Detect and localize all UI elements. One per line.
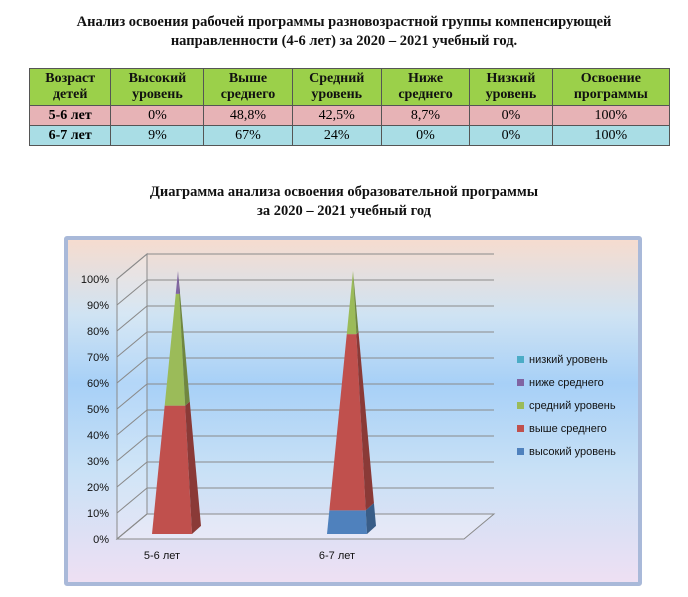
legend-label: ниже среднего [529, 377, 604, 389]
legend-label: высокий уровень [529, 446, 616, 458]
header-mastery: Освоение программы [551, 68, 671, 106]
gridline [116, 409, 494, 436]
pyramid-segment-0-1 [152, 405, 192, 534]
table-cell: 8,7% [380, 105, 471, 126]
gridline [116, 305, 494, 332]
legend-swatch [517, 425, 524, 432]
table-header-row: Возраст детей Высокий уровень Выше среднего… [28, 68, 671, 106]
pyramid-segment-0-3 [175, 271, 180, 294]
gridline [116, 331, 494, 358]
table-cell: 24% [291, 125, 382, 146]
pyramid-segment-0-2 [164, 293, 186, 406]
gridline [116, 513, 494, 540]
y-tick-label: 80% [87, 326, 109, 338]
gridline [116, 253, 494, 280]
header-average: Средний уровень [291, 68, 382, 106]
y-tick-label: 30% [87, 456, 109, 468]
legend-label: низкий уровень [529, 354, 608, 366]
table-cell: 0% [380, 125, 471, 146]
y-tick-label: 50% [87, 404, 109, 416]
pyramid-side-segment-1-0 [365, 502, 376, 534]
pyramid-segment-1-0 [327, 510, 367, 534]
pyramid-segment-1-1 [329, 334, 366, 511]
pyramid-side-segment-0-1 [185, 401, 201, 534]
y-tick-label: 90% [87, 300, 109, 312]
table-cell: 9% [110, 125, 205, 146]
table-cell: 42,5% [291, 105, 382, 126]
y-tick-label: 60% [87, 378, 109, 390]
pyramid-segment-1-2 [346, 271, 357, 335]
pyramid-side-segment-1-2 [353, 271, 359, 335]
chart-heading-line2: за 2020 – 2021 учебный год [257, 203, 431, 219]
results-table: Возраст детей Высокий уровень Выше среднего… [28, 68, 671, 146]
table-cell: 48,8% [203, 105, 293, 126]
pyramid-side-segment-0-3 [178, 271, 181, 294]
table-cell: 0% [110, 105, 205, 126]
gridline [116, 383, 494, 410]
y-tick-label: 20% [87, 482, 109, 494]
table-cell: 0% [469, 125, 553, 146]
y-tick-label: 0% [93, 534, 109, 546]
gridline [116, 279, 494, 306]
legend-swatch [517, 379, 524, 386]
chart-heading-line1: Диаграмма анализа освоения образовательн… [149, 184, 539, 200]
table-row: 6-7 лет 9% 67% 24% 0% 0% 100% [28, 125, 671, 146]
y-tick-label: 70% [87, 352, 109, 364]
header-age: Возраст детей [28, 68, 112, 106]
document-title-line2: направленности (4-6 лет) за 2020 – 2021 … [170, 33, 518, 49]
y-tick-label: 100% [81, 274, 109, 286]
gridline [116, 461, 494, 488]
table-cell: 67% [203, 125, 293, 146]
header-below-average: Ниже среднего [380, 68, 471, 106]
x-category-label: 5-6 лет [144, 550, 180, 562]
legend-swatch [517, 448, 524, 455]
table-cell: 5-6 лет [28, 105, 112, 126]
y-tick-label: 10% [87, 508, 109, 520]
gridline [116, 357, 494, 384]
x-category-label: 6-7 лет [319, 550, 355, 562]
legend-label: средний уровень [529, 400, 616, 412]
table-row: 5-6 лет 0% 48,8% 42,5% 8,7% 0% 100% [28, 105, 671, 126]
pyramid-side-segment-0-2 [179, 293, 190, 406]
table-cell: 6-7 лет [28, 125, 112, 146]
chart-heading: Диаграмма анализа освоения образовательн… [0, 183, 688, 221]
table-cell: 100% [551, 125, 671, 146]
y-tick-label: 40% [87, 430, 109, 442]
gridline [116, 487, 494, 514]
document-title: Анализ освоения рабочей программы разнов… [0, 13, 688, 51]
legend-label: выше среднего [529, 423, 607, 435]
header-above-average: Выше среднего [203, 68, 293, 106]
legend-swatch [517, 356, 524, 363]
document-title-line1: Анализ освоения рабочей программы разнов… [76, 14, 612, 30]
gridline [116, 435, 494, 462]
legend-swatch [517, 402, 524, 409]
pyramid-side-segment-1-1 [356, 332, 374, 511]
